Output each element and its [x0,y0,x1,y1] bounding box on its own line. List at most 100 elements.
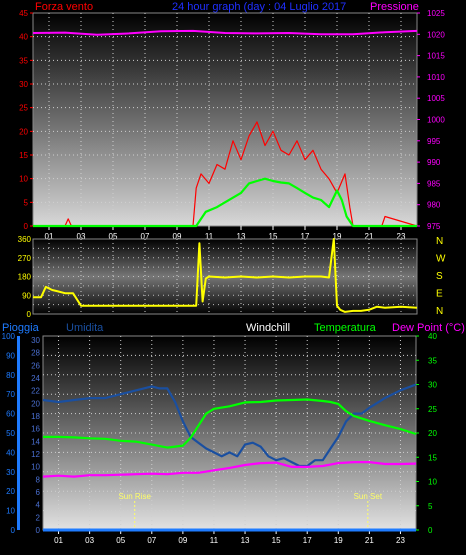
rain-tick-label: 60 [6,410,15,419]
humidity-tick-label: 0 [36,526,41,535]
wind-tick-label: 20 [19,127,28,136]
rain-tick-label: 100 [2,332,16,341]
sun-markers: Sun Rise Sun Set [118,492,383,530]
pressure-tick-label: 975 [427,222,441,231]
rain-tick-label: 70 [6,390,15,399]
wind-tick-label: 40 [19,33,28,42]
rain-tick-label: 50 [6,429,15,438]
temperature-tick-label: 0 [428,526,433,535]
x-tick-label: 05 [109,232,118,241]
humidity-tick-label: 2 [36,513,41,522]
humidity-tick-label: 26 [31,361,40,370]
x-tick-label: 19 [334,536,343,545]
pressure-axis-title: Pressione [370,1,419,13]
compass-label: N [436,236,443,247]
humidity-tick-label: 18 [31,412,40,421]
x-tick-label: 17 [303,536,312,545]
wind-speed-axis: 45 40 35 30 25 20 15 10 5 0 [19,9,33,231]
x-tick-label: 11 [205,232,214,241]
wind-pressure-plot [32,12,418,227]
humidity-line [42,383,417,468]
x-tick-label: 07 [147,536,156,545]
humidity-tick-label: 16 [31,425,40,434]
wind-tick-label: 25 [19,104,28,113]
pressure-tick-label: 1025 [427,9,445,18]
x-tick-label: 13 [241,536,250,545]
wind-pressure-series [32,29,418,228]
temperature-tick-label: 15 [428,453,437,462]
x-tick-label: 19 [333,232,342,241]
humidity-tick-label: 12 [31,450,40,459]
sunrise-label: Sun Rise [118,492,151,501]
compass-label: E [436,289,443,300]
dewpoint-legend: Dew Point (°C) [392,322,465,334]
pressure-tick-label: 990 [427,158,441,167]
dewpoint-line [42,461,417,478]
temperature-tick-label: 35 [428,356,437,365]
rain-tick-label: 0 [11,526,16,535]
temperature-tick-label: 30 [428,381,437,390]
temperature-hour-axis: 01 03 05 07 09 11 13 15 17 19 21 23 [54,530,405,545]
compass-label: N [436,306,443,317]
x-tick-label: 21 [365,232,374,241]
temperature-axis: 40 35 30 25 20 15 10 5 0 [416,332,437,535]
temperature-tick-label: 5 [428,502,433,511]
sunset-label: Sun Set [354,492,383,501]
wind-gust-line [33,177,417,228]
pressure-axis: 1025 1020 1015 1010 1005 1000 995 990 985 980 975 [417,9,445,231]
wind-tick-label: 10 [19,175,28,184]
pressure-tick-label: 1005 [427,94,445,103]
wind-pressure-hour-axis: 01 03 05 07 09 11 13 15 17 19 21 23 [45,226,406,241]
x-tick-label: 01 [45,232,54,241]
x-tick-label: 09 [173,232,182,241]
compass-label: S [436,271,443,282]
wind-tick-label: 5 [24,198,29,207]
direction-tick-label: 0 [27,310,32,319]
wind-direction-grid [33,239,417,314]
pressure-tick-label: 995 [427,137,441,146]
temperature-tick-label: 20 [428,429,437,438]
pressure-tick-label: 980 [427,201,441,210]
pressure-tick-label: 1010 [427,73,445,82]
graph-title: 24 hour graph (day : 04 Luglio 2017 [172,1,346,13]
wind-axis-title: Forza vento [35,1,93,13]
x-tick-label: 11 [210,536,219,545]
humidity-tick-label: 8 [36,475,41,484]
temperature-humidity-grid [43,336,416,530]
rain-tick-label: 30 [6,468,15,477]
humidity-tick-label: 4 [36,501,41,510]
humidity-tick-label: 22 [31,387,40,396]
humidity-tick-label: 30 [31,336,40,345]
wind-direction-series [33,238,418,313]
rain-tick-label: 10 [6,507,15,516]
x-tick-label: 15 [269,232,278,241]
x-tick-label: 13 [237,232,246,241]
temperature-tick-label: 25 [428,405,437,414]
wind-tick-label: 15 [19,151,28,160]
wind-tick-label: 0 [24,222,29,231]
pressure-tick-label: 1000 [427,116,445,125]
temperature-line [43,398,417,449]
rain-axis-title: Pioggia [2,322,40,334]
pressure-tick-label: 985 [427,179,441,188]
humidity-tick-label: 24 [31,374,40,383]
direction-tick-label: 180 [18,273,32,282]
x-tick-label: 21 [365,536,374,545]
x-tick-label: 03 [85,536,94,545]
wind-tick-label: 35 [19,56,28,65]
wind-direction-line [33,238,418,313]
wind-tick-label: 45 [19,9,28,18]
pressure-tick-label: 1020 [427,30,445,39]
temperature-tick-label: 10 [428,478,437,487]
wind-pressure-grid [33,13,417,226]
temperature-tick-label: 40 [428,332,437,341]
humidity-tick-label: 10 [31,463,40,472]
temperature-humidity-series [42,383,417,532]
pressure-line [32,29,418,36]
humidity-tick-label: 6 [36,488,41,497]
direction-tick-label: 270 [18,254,32,263]
rain-tick-label: 40 [6,448,15,457]
x-tick-label: 07 [141,232,150,241]
